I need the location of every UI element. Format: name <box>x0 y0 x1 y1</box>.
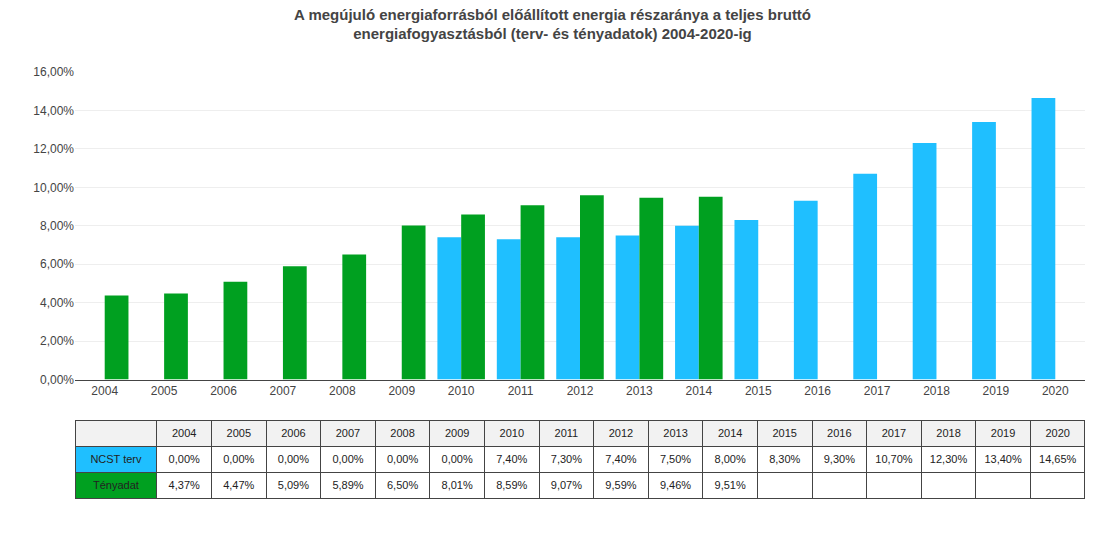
svg-text:2020: 2020 <box>1042 384 1069 398</box>
svg-text:2008: 2008 <box>390 427 414 439</box>
svg-text:8,00%: 8,00% <box>715 453 746 465</box>
svg-text:8,01%: 8,01% <box>442 479 473 491</box>
svg-text:7,40%: 7,40% <box>496 453 527 465</box>
svg-text:5,89%: 5,89% <box>332 479 363 491</box>
svg-text:2014: 2014 <box>718 427 742 439</box>
svg-text:2016: 2016 <box>804 384 831 398</box>
svg-text:7,50%: 7,50% <box>660 453 691 465</box>
svg-text:2014: 2014 <box>685 384 712 398</box>
svg-text:6,00%: 6,00% <box>40 257 74 271</box>
svg-text:2004: 2004 <box>172 427 196 439</box>
svg-text:Tényadat: Tényadat <box>93 479 139 491</box>
svg-text:12,30%: 12,30% <box>930 453 968 465</box>
svg-text:4,37%: 4,37% <box>169 479 200 491</box>
svg-text:2017: 2017 <box>864 384 891 398</box>
svg-text:2009: 2009 <box>445 427 469 439</box>
svg-text:2009: 2009 <box>388 384 415 398</box>
svg-text:2007: 2007 <box>270 384 297 398</box>
svg-text:2012: 2012 <box>567 384 594 398</box>
svg-text:2005: 2005 <box>227 427 251 439</box>
svg-text:2006: 2006 <box>210 384 237 398</box>
svg-text:10,00%: 10,00% <box>33 181 74 195</box>
svg-text:0,00%: 0,00% <box>387 453 418 465</box>
svg-text:0,00%: 0,00% <box>169 453 200 465</box>
svg-text:A megújuló energiaforrásból el: A megújuló energiaforrásból előállított … <box>294 6 811 43</box>
svg-text:10,70%: 10,70% <box>875 453 913 465</box>
svg-text:9,07%: 9,07% <box>551 479 582 491</box>
svg-text:2018: 2018 <box>923 384 950 398</box>
svg-text:5,09%: 5,09% <box>278 479 309 491</box>
svg-text:13,40%: 13,40% <box>984 453 1022 465</box>
svg-text:2015: 2015 <box>772 427 796 439</box>
svg-text:2013: 2013 <box>626 384 653 398</box>
svg-text:2020: 2020 <box>1045 427 1069 439</box>
svg-text:8,00%: 8,00% <box>40 219 74 233</box>
svg-text:2005: 2005 <box>151 384 178 398</box>
svg-text:0,00%: 0,00% <box>278 453 309 465</box>
svg-text:0,00%: 0,00% <box>223 453 254 465</box>
svg-text:9,46%: 9,46% <box>660 479 691 491</box>
svg-text:0,00%: 0,00% <box>40 373 74 387</box>
svg-text:16,00%: 16,00% <box>33 65 74 79</box>
svg-text:8,59%: 8,59% <box>496 479 527 491</box>
svg-text:2006: 2006 <box>281 427 305 439</box>
svg-text:2004: 2004 <box>91 384 118 398</box>
svg-text:2010: 2010 <box>500 427 524 439</box>
svg-text:2011: 2011 <box>508 384 534 398</box>
svg-text:2,00%: 2,00% <box>40 334 74 348</box>
svg-text:12,00%: 12,00% <box>33 142 74 156</box>
svg-text:2019: 2019 <box>991 427 1015 439</box>
svg-text:2015: 2015 <box>745 384 772 398</box>
svg-text:9,30%: 9,30% <box>824 453 855 465</box>
svg-text:9,59%: 9,59% <box>605 479 636 491</box>
svg-text:7,30%: 7,30% <box>551 453 582 465</box>
svg-text:4,47%: 4,47% <box>223 479 254 491</box>
svg-text:2018: 2018 <box>936 427 960 439</box>
svg-text:2012: 2012 <box>609 427 633 439</box>
svg-text:8,30%: 8,30% <box>769 453 800 465</box>
svg-text:0,00%: 0,00% <box>442 453 473 465</box>
svg-text:4,00%: 4,00% <box>40 296 74 310</box>
svg-text:2017: 2017 <box>882 427 906 439</box>
svg-text:0,00%: 0,00% <box>332 453 363 465</box>
svg-text:7,40%: 7,40% <box>605 453 636 465</box>
svg-text:14,00%: 14,00% <box>33 104 74 118</box>
svg-text:2010: 2010 <box>448 384 475 398</box>
svg-text:2007: 2007 <box>336 427 360 439</box>
svg-text:2019: 2019 <box>983 384 1010 398</box>
svg-text:2008: 2008 <box>329 384 356 398</box>
svg-text:14,65%: 14,65% <box>1039 453 1077 465</box>
svg-text:9,51%: 9,51% <box>715 479 746 491</box>
svg-text:NCST terv: NCST terv <box>90 453 142 465</box>
svg-text:6,50%: 6,50% <box>387 479 418 491</box>
svg-text:2016: 2016 <box>827 427 851 439</box>
svg-text:2011: 2011 <box>555 427 579 439</box>
svg-text:2013: 2013 <box>663 427 687 439</box>
